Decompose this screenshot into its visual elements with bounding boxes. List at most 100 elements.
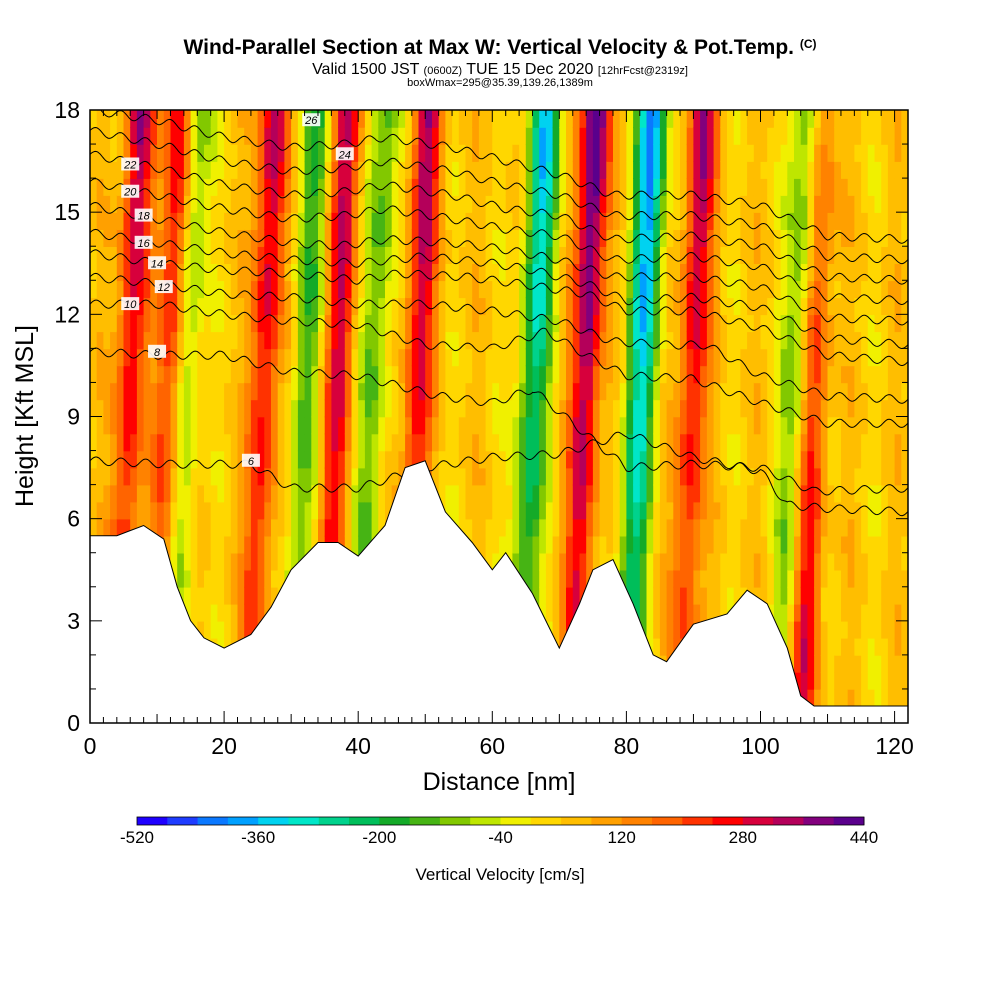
field-cell xyxy=(183,110,192,128)
field-cell xyxy=(351,144,359,162)
field-cell xyxy=(747,399,755,418)
field-cell xyxy=(492,314,500,333)
field-cell xyxy=(378,365,386,384)
field-cell xyxy=(780,416,789,435)
field-cell xyxy=(673,603,681,622)
field-cell xyxy=(103,348,111,367)
field-cell xyxy=(96,297,105,316)
field-cell xyxy=(257,314,266,333)
field-cell xyxy=(217,552,225,571)
field-cell xyxy=(552,535,561,554)
field-cell xyxy=(311,314,319,333)
field-cell xyxy=(646,467,654,486)
field-cell xyxy=(432,212,440,230)
field-cell xyxy=(713,365,722,384)
field-cell xyxy=(358,382,366,401)
field-cell xyxy=(217,399,225,418)
field-cell xyxy=(847,382,856,401)
field-cell xyxy=(250,433,259,452)
field-cell xyxy=(378,518,386,537)
field-cell xyxy=(686,263,695,282)
field-cell xyxy=(123,399,131,418)
field-cell xyxy=(887,127,896,145)
field-cell xyxy=(800,229,809,247)
field-cell xyxy=(599,552,608,571)
field-cell xyxy=(760,433,768,452)
field-cell xyxy=(680,246,688,264)
field-cell xyxy=(814,586,822,605)
field-cell xyxy=(794,654,802,673)
field-cell xyxy=(291,484,299,503)
field-cell xyxy=(767,212,775,230)
field-cell xyxy=(230,297,239,316)
field-cell xyxy=(700,161,708,179)
field-cell xyxy=(572,280,581,299)
field-cell xyxy=(458,433,467,452)
field-cell xyxy=(103,212,111,230)
field-cell xyxy=(532,399,540,418)
field-cell xyxy=(713,552,722,571)
field-cell xyxy=(512,348,520,367)
field-cell xyxy=(499,246,507,264)
field-cell xyxy=(271,501,279,520)
field-cell xyxy=(639,433,648,452)
field-cell xyxy=(807,246,815,264)
field-cell xyxy=(183,416,192,435)
field-cell xyxy=(123,314,131,333)
field-cell xyxy=(136,484,145,503)
field-cell xyxy=(371,399,380,418)
field-cell xyxy=(525,212,534,230)
field-cell xyxy=(103,416,111,435)
field-cell xyxy=(438,246,447,264)
field-cell xyxy=(250,161,259,179)
field-cell xyxy=(861,535,869,554)
field-cell xyxy=(626,518,634,537)
field-cell xyxy=(485,297,494,316)
field-cell xyxy=(492,535,500,554)
field-cell xyxy=(250,195,259,213)
field-cell xyxy=(666,297,675,316)
field-cell xyxy=(250,212,259,230)
field-cell xyxy=(116,195,125,213)
field-cell xyxy=(485,195,494,213)
field-cell xyxy=(512,127,520,145)
field-cell xyxy=(773,399,782,418)
field-cell xyxy=(183,263,192,282)
field-cell xyxy=(700,484,708,503)
field-cell xyxy=(371,195,380,213)
field-cell xyxy=(733,586,742,605)
field-cell xyxy=(277,246,286,264)
field-cell xyxy=(237,586,245,605)
field-cell xyxy=(338,161,346,179)
field-cell xyxy=(364,195,373,213)
field-cell xyxy=(901,382,908,401)
field-cell xyxy=(613,450,621,469)
field-cell xyxy=(693,178,701,196)
field-cell xyxy=(834,501,842,520)
field-cell xyxy=(271,110,279,128)
x-tick-label: 100 xyxy=(741,733,779,759)
field-cell xyxy=(706,552,715,571)
field-cell xyxy=(566,263,574,282)
field-cell xyxy=(311,331,319,350)
field-cell xyxy=(747,569,755,588)
field-cell xyxy=(753,399,762,418)
field-cell xyxy=(197,535,205,554)
field-cell xyxy=(204,144,212,162)
field-cell xyxy=(773,331,782,350)
field-cell xyxy=(659,433,668,452)
field-cell xyxy=(344,382,353,401)
field-cell xyxy=(847,144,856,162)
field-cell xyxy=(559,280,567,299)
field-cell xyxy=(773,144,782,162)
field-cell xyxy=(230,433,239,452)
field-cell xyxy=(901,654,908,673)
field-cell xyxy=(183,127,192,145)
field-cell xyxy=(613,280,621,299)
field-cell xyxy=(552,569,561,588)
field-cell xyxy=(163,246,172,264)
field-cell xyxy=(116,348,125,367)
field-cell xyxy=(599,433,608,452)
field-cell xyxy=(244,161,252,179)
field-cell xyxy=(103,127,111,145)
